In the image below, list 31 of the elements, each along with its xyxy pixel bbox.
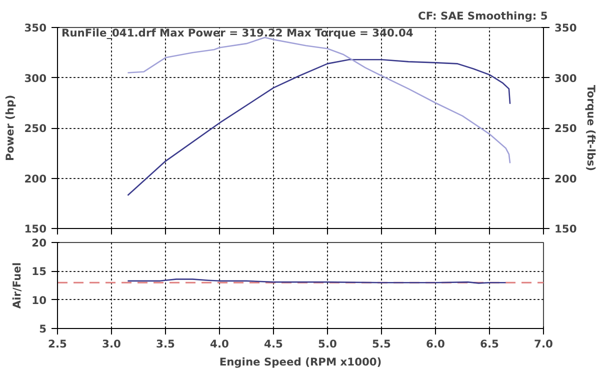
y2-tick-label: 350 bbox=[554, 22, 577, 34]
y2-tick-label: 300 bbox=[554, 72, 577, 85]
annotation: RunFile_041.drf Max Power = 319.22 Max Torque = 340.04 bbox=[62, 26, 414, 40]
x-tick-label: 3.5 bbox=[156, 338, 175, 350]
x-tick-label: 7.0 bbox=[534, 338, 553, 350]
y-tick-label: 10 bbox=[32, 294, 47, 307]
y-axis-title: Power (hp) bbox=[3, 94, 16, 162]
line-series bbox=[127, 59, 511, 196]
x-tick-label: 3.0 bbox=[102, 338, 121, 350]
y-tick-label: 200 bbox=[24, 172, 47, 186]
x-axis-title: Engine Speed (RPM x1000) bbox=[219, 356, 382, 368]
x-tick-label: 6.0 bbox=[426, 338, 445, 350]
y2-tick-label: 200 bbox=[554, 172, 577, 186]
y-tick-label: 300 bbox=[24, 72, 47, 85]
y2-tick-label: 150 bbox=[554, 222, 577, 236]
x-tick-label: 2.5 bbox=[48, 338, 67, 350]
x-tick-label: 5.0 bbox=[318, 338, 337, 350]
y-tick-label: 250 bbox=[24, 122, 47, 135]
x-tick-label: 6.5 bbox=[480, 338, 499, 350]
y-tick-label: 5 bbox=[39, 322, 47, 336]
x-tick-label: 4.0 bbox=[210, 338, 229, 350]
y-tick-label: 150 bbox=[24, 222, 47, 236]
y-axis-title: Air/Fuel bbox=[10, 262, 24, 309]
x-tick-label: 5.5 bbox=[372, 338, 391, 350]
y2-tick-label: 250 bbox=[554, 122, 577, 135]
y-tick-label: 15 bbox=[32, 265, 47, 278]
y2-axis-title: Torque (ft-lbs) bbox=[584, 84, 598, 172]
y-tick-label: 350 bbox=[24, 22, 47, 34]
y-tick-label: 20 bbox=[32, 236, 47, 250]
x-tick-label: 4.5 bbox=[264, 338, 283, 350]
text: CF: SAE Smoothing: 5 bbox=[418, 10, 548, 22]
